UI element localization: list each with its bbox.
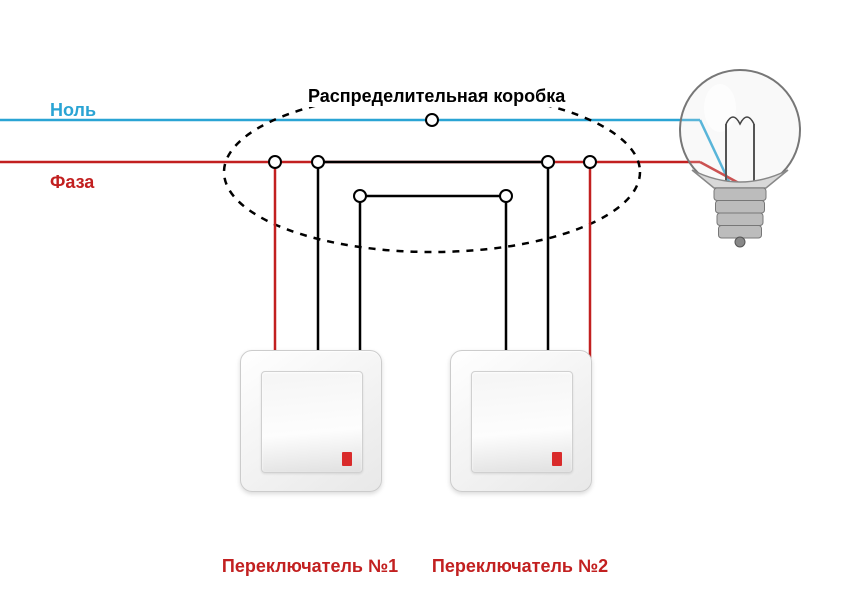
junction-node: [426, 114, 438, 126]
switch-2-label: Переключатель №2: [425, 556, 615, 577]
switch-1-rocker: [261, 371, 364, 474]
neutral-label: Ноль: [50, 100, 96, 121]
switch-2: [450, 350, 592, 492]
junction-node: [542, 156, 554, 168]
switch-2-rocker: [471, 371, 574, 474]
junction-node: [584, 156, 596, 168]
switch-2-indicator-icon: [552, 452, 562, 466]
junction-node: [312, 156, 324, 168]
switch-1-indicator-icon: [342, 452, 352, 466]
switch-1: [240, 350, 382, 492]
junction-box-title: Распределительная коробка: [302, 86, 571, 107]
junction-node: [269, 156, 281, 168]
junction-node: [500, 190, 512, 202]
light-bulb-icon: [680, 70, 800, 247]
junction-node: [354, 190, 366, 202]
phase-label: Фаза: [50, 172, 94, 193]
switch-1-label: Переключатель №1: [215, 556, 405, 577]
